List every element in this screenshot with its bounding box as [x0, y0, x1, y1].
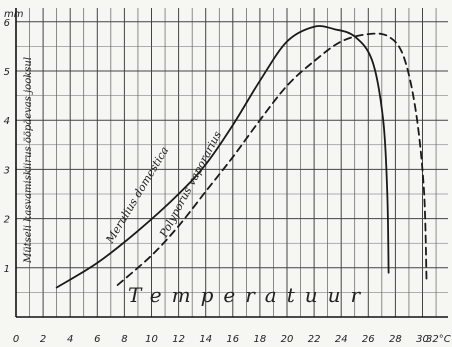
x-tick-labels: 0 2 4 6 8 10 12 14 16 18 20 22 24 26 28 30	[13, 334, 429, 345]
x-unit-label: 32°C	[426, 334, 451, 345]
y-unit-label: mm	[4, 9, 24, 20]
x-tick-label: 16	[226, 334, 239, 345]
x-tick-label: 6	[94, 334, 100, 345]
x-tick-label: 28	[389, 334, 402, 345]
y-tick-label: 4	[4, 116, 10, 127]
x-tick-label: 22	[308, 334, 321, 345]
y-tick-label: 6	[4, 18, 10, 29]
y-tick-labels: 1 2 3 4 5 6	[4, 18, 10, 275]
x-tick-label: 26	[362, 334, 375, 345]
x-tick-label: 0	[13, 334, 19, 345]
series-line-polyporus	[116, 32, 428, 286]
y-tick-label: 3	[4, 165, 10, 176]
series-lines	[55, 25, 428, 289]
series-label-polyporus: Polyporus vaporarius	[157, 129, 225, 241]
x-tick-label: 30	[416, 334, 429, 345]
x-tick-label: 4	[67, 334, 73, 345]
x-tick-label: 24	[335, 334, 348, 345]
y-tick-label: 5	[4, 67, 10, 78]
grid-lines	[15, 8, 448, 318]
x-tick-label: 20	[281, 334, 294, 345]
x-tick-label: 2	[40, 334, 46, 345]
axes	[15, 8, 448, 318]
series-line-merulius	[55, 25, 390, 289]
x-axis-label: Temperatuur	[128, 283, 370, 307]
y-tick-label: 2	[4, 215, 10, 226]
y-tick-label: 1	[4, 264, 10, 275]
x-tick-label: 18	[254, 334, 267, 345]
x-tick-label: 12	[172, 334, 185, 345]
y-axis-label: Mütseli kasvamiskiirus ööpäevas jooksul	[23, 57, 34, 264]
x-tick-label: 14	[199, 334, 212, 345]
x-tick-label: 8	[121, 334, 127, 345]
x-tick-label: 10	[145, 334, 158, 345]
